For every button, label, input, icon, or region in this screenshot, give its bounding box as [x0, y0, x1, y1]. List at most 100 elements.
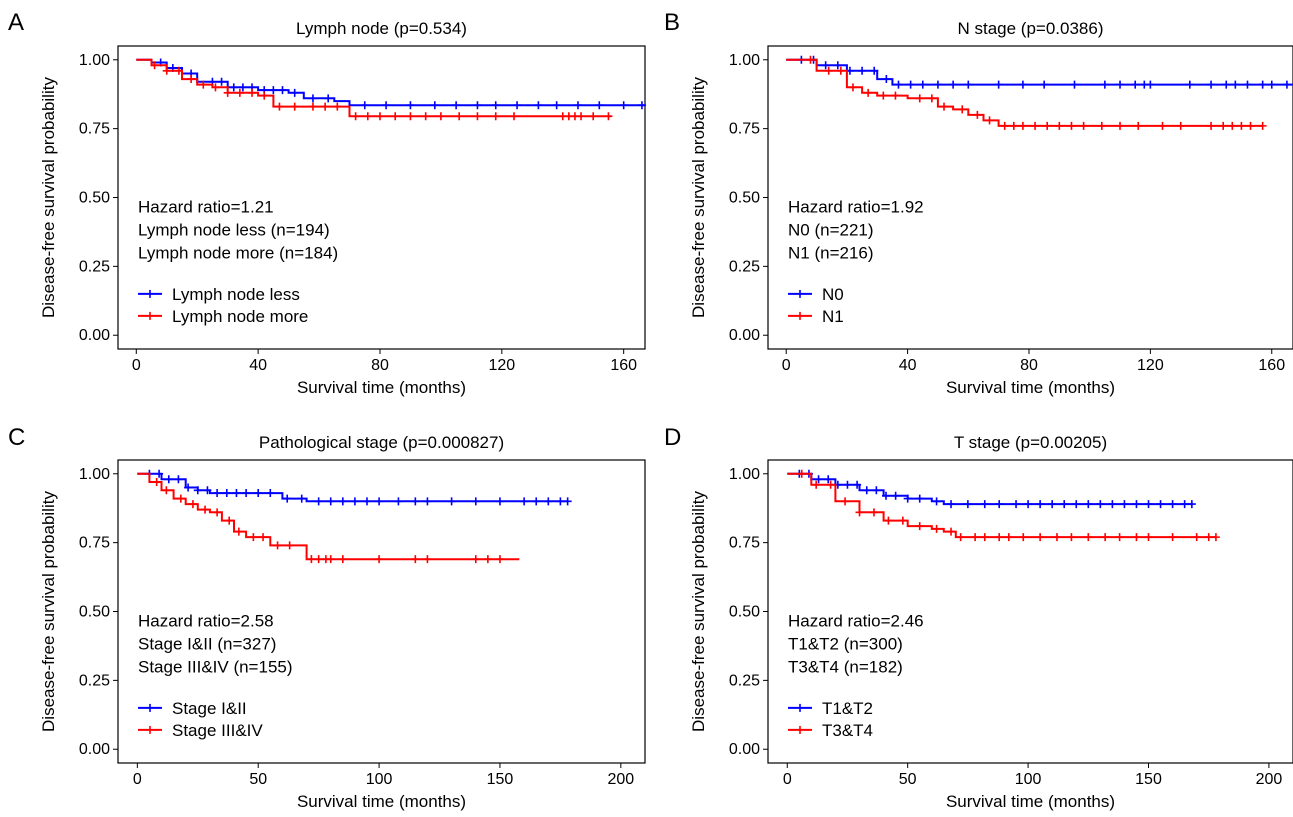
panel-d-censor-mark: [1108, 500, 1117, 509]
panel-b-censor-mark: [1176, 121, 1185, 130]
panel-d-censor-mark: [869, 508, 878, 517]
panel-c-censor-mark: [188, 500, 197, 509]
panel-b-censor-mark: [1246, 121, 1255, 130]
panel-c-censor-mark: [273, 541, 282, 550]
panel-d-censor-mark: [1132, 533, 1141, 542]
panel-c-censor-mark: [314, 497, 323, 506]
panel-c-censor-mark: [152, 478, 161, 487]
panel-b-censor-mark: [836, 66, 845, 75]
panel-a-y-tick-label: 0.25: [79, 258, 110, 275]
panel-a-x-tick-label: 0: [132, 357, 141, 374]
panel-d-y-tick-label: 1.00: [729, 466, 760, 483]
panel-c-censor-mark: [176, 494, 185, 503]
panel-b-x-tick-label: 40: [899, 357, 917, 374]
panel-c-y-tick-label: 0.00: [79, 741, 110, 758]
panel-a-censor-mark: [290, 88, 299, 97]
panel-d-series-line-t1-t2: [787, 472, 1192, 506]
panel-c-series-line-stage-i-ii: [137, 472, 568, 503]
panel-b-chart: N stage (p=0.0386) 0.00 0.25 0.50 0.75 1.00 0 4…: [689, 19, 1293, 397]
panel-letter-c: C: [8, 424, 25, 451]
panel-d-censor-mark: [843, 480, 852, 489]
panel-d-censor-mark: [1036, 500, 1045, 509]
panel-c-censor-mark: [297, 494, 306, 503]
panel-b-x-tick-label: 0: [782, 357, 791, 374]
panel-a-censor-mark: [174, 66, 183, 75]
panel-a-censor-mark: [187, 75, 196, 84]
panel-c-censor-mark: [411, 497, 420, 506]
panel-c-censor-mark: [423, 555, 432, 564]
panel-d-censor-mark: [1168, 533, 1177, 542]
panel-b-censor-mark: [806, 55, 815, 64]
panel-d-censor-mark: [891, 491, 900, 500]
panel-b-censor-mark: [858, 66, 867, 75]
panel-d-censor-mark: [797, 469, 806, 478]
panel-d-censor-mark: [898, 516, 907, 525]
panel-c-censor-mark: [254, 489, 263, 498]
panel-b-censor-mark: [879, 91, 888, 100]
panel-c-censor-mark: [411, 555, 420, 564]
panel-a-censor-mark: [321, 102, 330, 111]
panel-d-censor-mark: [932, 497, 941, 506]
panel-c-censor-mark: [266, 489, 275, 498]
panel-a-legend-label: Lymph node more: [172, 307, 308, 326]
panel-c-censor-mark: [362, 497, 371, 506]
panel-b-censor-mark: [915, 94, 924, 103]
panel-c-censor-mark: [532, 497, 541, 506]
panel-a-x-axis-title: Survival time (months): [297, 378, 466, 397]
panel-b-x-axis-title: Survival time (months): [946, 378, 1115, 397]
panel-c-censor-mark: [203, 486, 212, 495]
panel-d-censor-mark: [1052, 533, 1061, 542]
panel-a-censor-mark: [211, 83, 220, 92]
panel-a-censor-mark: [421, 112, 430, 121]
panel-c-censor-mark: [423, 497, 432, 506]
panel-b-censor-mark: [1222, 80, 1231, 89]
panel-d-censor-mark: [1067, 533, 1076, 542]
panel-b-legend-label: N1: [822, 307, 844, 326]
panel-c-censor-mark: [162, 486, 171, 495]
panel-d-x-tick-label: 0: [783, 771, 792, 788]
panel-d-censor-mark: [956, 533, 965, 542]
panel-b-censor-mark: [1079, 121, 1088, 130]
panel-a-censor-mark: [619, 101, 628, 110]
panel-c-censor-mark: [184, 483, 193, 492]
panel-a-censor-mark: [351, 112, 360, 121]
panel-a-censor-mark: [595, 101, 604, 110]
panel-d-censor-mark: [903, 494, 912, 503]
panel-d-censor-mark: [884, 516, 893, 525]
panel-a-censor-mark: [360, 101, 369, 110]
panel-a-censor-mark: [382, 101, 391, 110]
panel-b-censor-mark: [894, 80, 903, 89]
panel-a-censor-mark: [573, 101, 582, 110]
panel-a-censor-mark: [260, 91, 269, 100]
panel-a-censor-mark: [290, 102, 299, 111]
panel-d-censor-mark: [971, 533, 980, 542]
panel-b-censor-mark: [958, 105, 967, 114]
panel-d-censor-mark: [841, 497, 850, 506]
panel-b-censor-mark: [1009, 121, 1018, 130]
panel-d-censor-mark: [1144, 500, 1153, 509]
panel-b-censor-mark: [994, 80, 1003, 89]
panel-c-x-axis-title: Survival time (months): [297, 792, 466, 811]
panel-a-censor-mark: [430, 101, 439, 110]
panel-c-censor-mark: [326, 497, 335, 506]
panel-b-censor-mark: [870, 66, 879, 75]
panel-c-censor-mark: [213, 508, 222, 517]
panel-c-censor-mark: [326, 555, 335, 564]
panel-b-censor-mark: [1134, 121, 1143, 130]
panel-d-censor-mark: [862, 486, 871, 495]
panel-b-censor-mark: [1231, 80, 1240, 89]
panel-a-censor-mark: [150, 61, 159, 70]
panel-a-censor-mark: [235, 88, 244, 97]
panel-d-censor-mark: [1019, 533, 1028, 542]
panel-a-censor-mark: [473, 101, 482, 110]
panel-c-x-tick-label: 150: [487, 771, 514, 788]
panel-d-y-tick-label: 0.75: [729, 535, 760, 552]
panel-c-x-tick-label: 200: [607, 771, 634, 788]
panel-b-censor-mark: [821, 61, 830, 70]
panel-d-annotation: T3&T4 (n=182): [788, 658, 903, 677]
panel-a-censor-mark: [278, 86, 287, 95]
panel-a-x-tick-label: 40: [249, 357, 267, 374]
panel-b-censor-mark: [864, 88, 873, 97]
panel-a-censor-mark: [604, 112, 613, 121]
